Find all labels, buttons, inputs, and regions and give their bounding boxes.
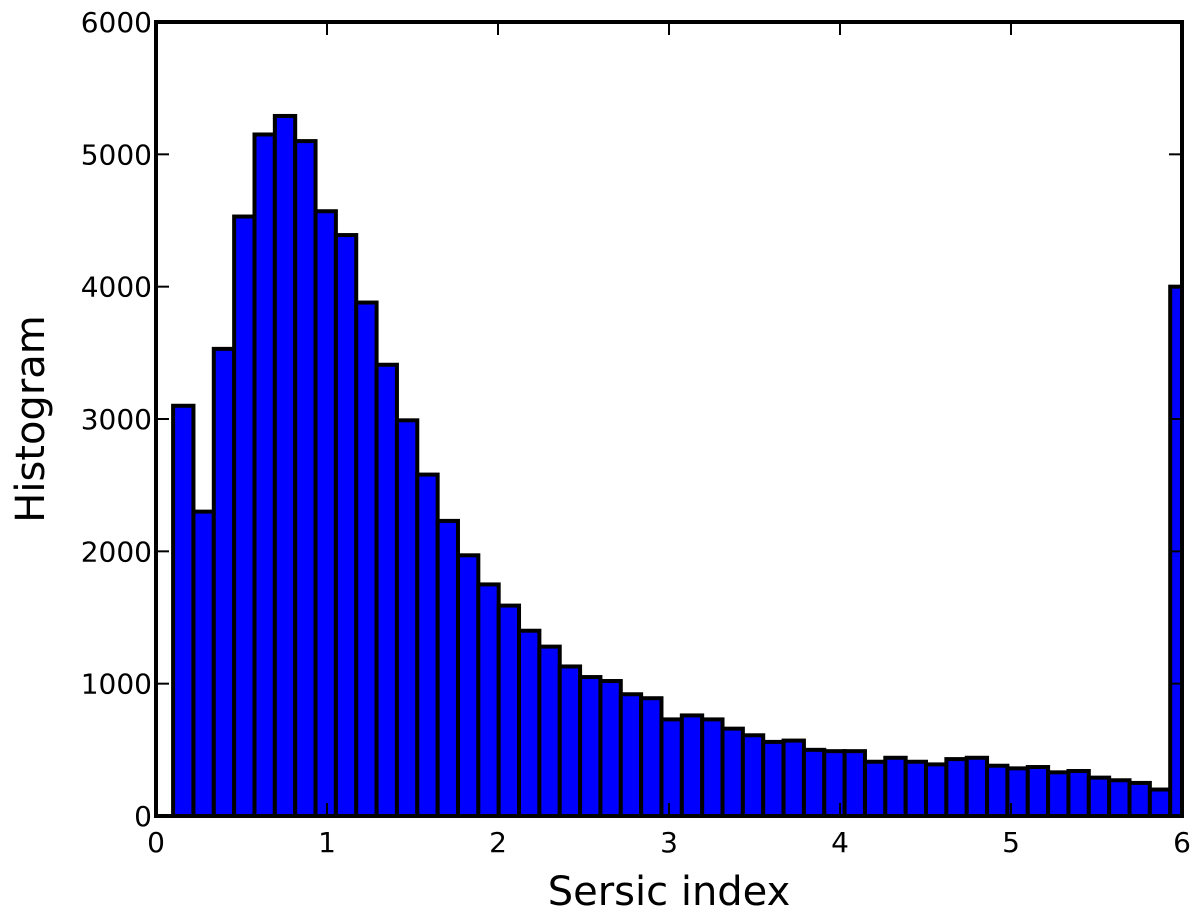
y-tick-label: 1000 <box>81 668 152 701</box>
histogram-bar <box>1147 787 1173 818</box>
histogram-bar <box>415 472 440 818</box>
histogram-bar <box>252 132 277 818</box>
x-tick-label: 0 <box>147 826 165 859</box>
histogram-bar <box>455 553 481 818</box>
histogram-bar <box>517 628 542 818</box>
histogram-bar <box>659 717 684 818</box>
histogram-bar <box>211 346 237 818</box>
y-tick-label: 5000 <box>81 138 152 171</box>
histogram-bar <box>232 214 257 818</box>
histogram-bar <box>781 738 806 819</box>
histogram-bar <box>191 509 216 818</box>
histogram-bar <box>598 679 623 819</box>
histogram-bar <box>903 759 929 819</box>
histogram-bar <box>700 717 725 818</box>
histogram-bar <box>557 664 583 818</box>
x-tick-label: 3 <box>660 826 678 859</box>
histogram-bar <box>720 726 745 818</box>
histogram-bar <box>333 233 359 819</box>
histogram-bar <box>1046 770 1071 819</box>
histogram-bar <box>964 755 990 818</box>
histogram-bar <box>1107 778 1132 819</box>
histogram-bar <box>842 749 867 819</box>
x-tick-label: 2 <box>489 826 507 859</box>
histogram-bar <box>822 749 847 819</box>
histogram-bar <box>1025 765 1051 819</box>
histogram-bar <box>272 113 298 818</box>
histogram-bar <box>679 713 705 819</box>
y-tick-label: 6000 <box>81 6 152 39</box>
histogram-bar <box>1127 780 1152 819</box>
histogram-bar <box>618 692 644 819</box>
histogram-bar <box>394 418 420 818</box>
histogram-bar <box>639 696 664 818</box>
y-tick-label: 2000 <box>81 535 152 568</box>
histogram-bar <box>496 603 522 819</box>
x-tick-label: 6 <box>1173 826 1191 859</box>
histogram-bar <box>171 403 196 818</box>
y-tick-label: 0 <box>134 800 152 833</box>
histogram-bar <box>944 757 969 819</box>
histogram-bar <box>476 582 501 819</box>
y-tick-label: 3000 <box>81 403 152 436</box>
histogram-bar <box>578 675 603 818</box>
histogram-bar <box>883 755 908 818</box>
histogram-bar <box>985 763 1010 818</box>
histogram-bar <box>354 300 379 818</box>
histogram-bar <box>313 209 338 818</box>
histogram-bar <box>862 759 888 819</box>
x-tick-label: 5 <box>1002 826 1020 859</box>
histogram-bar <box>435 518 460 818</box>
histogram-bar <box>537 644 562 819</box>
histogram-bar <box>374 362 399 818</box>
y-tick-label: 4000 <box>81 271 152 304</box>
ticks-group: 0 1 2 3 4 5 6 0 1000 2000 3000 4000 5000 6000 <box>81 6 1191 859</box>
y-axis-label: Histogram <box>8 315 54 523</box>
x-axis-label: Sersic index <box>548 869 791 915</box>
x-tick-label: 4 <box>831 826 849 859</box>
histogram-bar <box>1086 775 1112 819</box>
histogram-bar <box>740 733 766 819</box>
x-tick-label: 1 <box>318 826 336 859</box>
histogram-bar <box>801 747 827 818</box>
histogram-bar <box>761 739 786 818</box>
bars-group <box>171 113 1185 819</box>
histogram-bar <box>293 139 318 819</box>
histogram-bar <box>1066 769 1091 818</box>
histogram-bar <box>924 762 949 819</box>
